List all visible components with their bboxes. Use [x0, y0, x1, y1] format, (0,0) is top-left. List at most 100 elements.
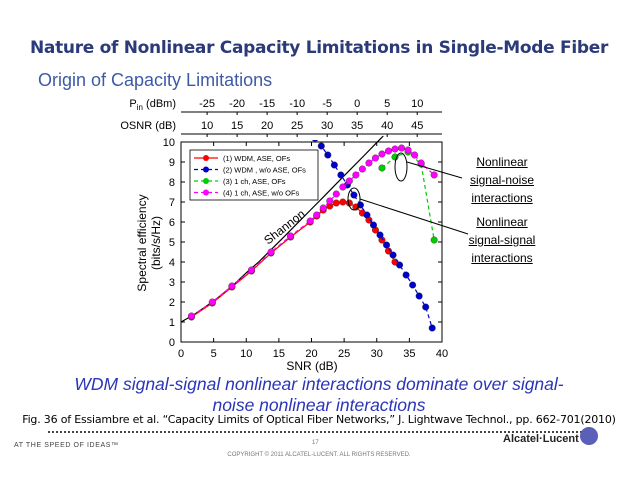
top-axis-tick-label: 35 — [351, 120, 363, 132]
annotation-line: interactions — [471, 251, 533, 265]
y-tick-label: 9 — [169, 157, 175, 169]
x-tick-label: 10 — [240, 348, 252, 360]
series-4-point — [247, 266, 255, 274]
top-axis-tick-label: 0 — [354, 98, 360, 110]
y-tick-label: 7 — [169, 197, 175, 209]
y-tick-label: 2 — [169, 297, 175, 309]
top-axis-tick-label: -25 — [199, 98, 215, 110]
footer-divider — [48, 431, 586, 433]
noise-highlight-ellipse — [394, 152, 408, 182]
series-4-point — [287, 232, 295, 240]
annotation-line: signal-noise — [469, 173, 535, 187]
annotation-line: Nonlinear — [476, 215, 528, 229]
footer-tagline: AT THE SPEED OF IDEAS™ — [14, 442, 119, 449]
copyright-text: COPYRIGHT © 2011 ALCATEL-LUCENT. ALL RIG… — [227, 452, 411, 458]
top-axis-tick-label: -10 — [289, 98, 305, 110]
y-tick-label: 4 — [169, 257, 175, 269]
series-2-point — [415, 292, 423, 300]
series-4-point — [332, 190, 340, 198]
y-tick-label: 1 — [169, 317, 175, 329]
top-axis-tick-label: 45 — [411, 120, 423, 132]
brand-name: Alcatel·Lucent — [503, 433, 579, 445]
series-4-point — [345, 177, 353, 185]
x-tick-label: 35 — [403, 348, 415, 360]
legend-label: (3) 1 ch, ASE, OFs — [223, 177, 286, 186]
series-2-point — [369, 221, 377, 229]
series-4-point — [430, 171, 438, 179]
slide-title: Nature of Nonlinear Capacity Limitations… — [29, 38, 609, 58]
series-4-point — [384, 147, 392, 155]
x-axis-label: SNR (dB) — [286, 359, 337, 373]
series-4-point — [306, 217, 314, 225]
takeaway-line2: noise nonlinear interactions — [212, 395, 426, 415]
annotation-line: Nonlinear — [476, 155, 528, 169]
legend-marker — [203, 189, 209, 196]
series-4-point — [404, 146, 412, 154]
series-4-point — [358, 165, 366, 173]
y-tick-label: 3 — [169, 277, 175, 289]
top-axis-tick-label: 10 — [411, 98, 423, 110]
legend-label: (1) WDM, ASE, OFs — [223, 154, 290, 163]
y-tick-label: 0 — [169, 337, 175, 349]
annotation-signal-noise: Nonlinear signal-noise interactions — [452, 153, 552, 207]
series-4-point — [313, 211, 321, 219]
series-4-point — [208, 298, 216, 306]
series-2-point — [376, 231, 384, 239]
series-4-point — [411, 151, 419, 159]
series-4-point — [378, 150, 386, 158]
legend-label: (4) 1 ch, ASE, w/o OFs — [223, 189, 300, 198]
x-tick-label: 5 — [211, 348, 217, 360]
series-2-point — [428, 324, 436, 332]
series-2-point — [402, 271, 410, 279]
x-tick-label: 20 — [305, 348, 317, 360]
top-axis-tick-label: 15 — [231, 120, 243, 132]
annotation-signal-signal: Nonlinear signal-signal interactions — [452, 213, 552, 267]
legend-marker — [203, 155, 209, 161]
top-axis-tick-label: -15 — [259, 98, 275, 110]
legend-marker — [203, 166, 209, 173]
series-4-point — [267, 248, 275, 256]
series-2-point — [383, 241, 391, 249]
series-2-point — [337, 171, 345, 179]
x-tick-label: 25 — [338, 348, 350, 360]
series-4-point — [398, 144, 406, 152]
subtitle: Origin of Capacity Limitations — [38, 70, 273, 90]
series-2-point — [311, 140, 318, 142]
signal-pointer-line — [359, 198, 469, 235]
top-axis-tick-label: 5 — [384, 98, 390, 110]
y-tick-label: 5 — [169, 237, 175, 249]
y-tick-label: 10 — [163, 137, 175, 149]
legend: (1) WDM, ASE, OFs (2) WDM , w/o ASE, OFs (… — [189, 149, 319, 201]
series-2-point — [389, 251, 397, 259]
top-axis-label: Pin (dBm) — [129, 98, 176, 112]
series-3-line — [381, 151, 435, 241]
series-1-point — [339, 198, 347, 206]
series-2-point — [409, 281, 417, 289]
y-axis-label-line2: (bits/s/Hz) — [149, 216, 163, 270]
annotation-line: interactions — [471, 191, 533, 205]
top-axis-tick-label: 25 — [291, 120, 303, 132]
takeaway-text: WDM signal-signal nonlinear interactions… — [20, 374, 618, 416]
series-group — [187, 140, 438, 332]
takeaway-line1: WDM signal-signal nonlinear interactions… — [74, 374, 564, 394]
top-axis-tick-label: 30 — [321, 120, 333, 132]
y-tick-label: 6 — [169, 217, 175, 229]
series-3-point — [378, 164, 386, 172]
top-axis-tick-label: 20 — [261, 120, 273, 132]
top-axes: Pin (dBm) -25 -20 -15 -10 -5 0 5 10 OSNR (dB) 10 15… — [120, 98, 442, 137]
series-2-point — [330, 161, 338, 169]
series-2-point — [363, 211, 371, 219]
legend-label: (2) WDM , w/o ASE, OFs — [223, 166, 306, 175]
brand-logo-icon — [580, 427, 598, 445]
page-number: 17 — [312, 440, 319, 446]
series-4-point — [319, 204, 327, 212]
y-axis-label-line1: Spectral efficiency — [135, 194, 149, 291]
legend-marker — [203, 178, 209, 184]
series-2-point — [317, 142, 325, 150]
figure-caption: Fig. 36 of Essiambre et al. “Capacity Li… — [22, 413, 616, 426]
top-axis-tick-label: 10 — [201, 120, 213, 132]
top-axis-tick-label: -5 — [322, 98, 332, 110]
top-axis-label: OSNR (dB) — [120, 120, 176, 132]
series-1-point — [332, 199, 340, 207]
